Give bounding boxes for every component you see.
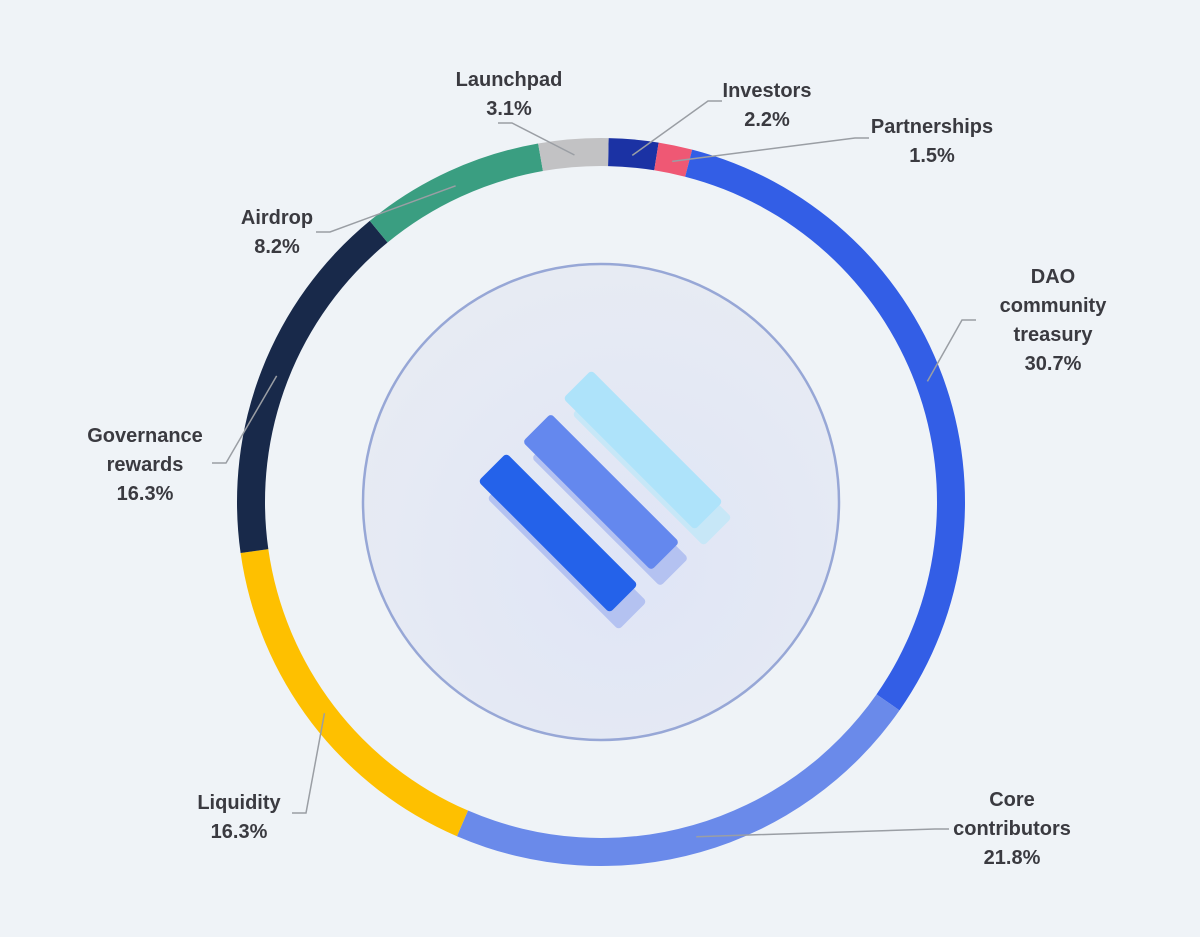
- label-line: contributors: [953, 818, 1071, 840]
- logo-bar-dark: [479, 454, 637, 612]
- slice-airdrop: [369, 143, 543, 243]
- label-line: Core: [989, 789, 1035, 811]
- slice-labels: Investors 2.2% Partnerships 1.5% DAO communit…: [87, 69, 1107, 869]
- label-line: Governance: [87, 425, 203, 447]
- leader-lines: [212, 100, 976, 838]
- label-line: Launchpad: [456, 69, 563, 91]
- label-percent: 16.3%: [117, 483, 174, 505]
- label-percent: 2.2%: [744, 109, 790, 131]
- label-percent: 3.1%: [486, 98, 532, 120]
- label-percent: 16.3%: [211, 821, 268, 843]
- label-line: rewards: [107, 454, 184, 476]
- label-partnerships: Partnerships 1.5%: [871, 116, 993, 167]
- label-airdrop: Airdrop 8.2%: [241, 207, 313, 258]
- leader-line-core-contributors: [696, 828, 949, 838]
- label-line: Liquidity: [197, 792, 281, 814]
- logo-bar-mid: [524, 415, 678, 569]
- label-line: Partnerships: [871, 116, 993, 138]
- label-line: Investors: [723, 80, 812, 102]
- logo-bar-light: [564, 371, 722, 529]
- label-percent: 1.5%: [909, 145, 955, 167]
- leader-line-airdrop: [316, 185, 456, 233]
- slice-liquidity: [240, 549, 469, 837]
- label-line: DAO: [1031, 266, 1075, 288]
- label-investors: Investors 2.2%: [723, 80, 812, 131]
- leader-line-governance-rewards: [212, 375, 278, 464]
- slice-governance-rewards: [237, 220, 388, 554]
- label-liquidity: Liquidity 16.3%: [197, 792, 281, 843]
- label-line: community: [1000, 295, 1108, 317]
- slice-core-contributors: [456, 694, 900, 866]
- slice-dao-community-treasury: [685, 149, 965, 711]
- label-percent: 21.8%: [984, 847, 1041, 869]
- three-diagonal-bars-logo: [479, 371, 731, 629]
- label-percent: 30.7%: [1025, 353, 1082, 375]
- label-governance-rewards: Governance rewards 16.3%: [87, 425, 203, 505]
- label-launchpad: Launchpad 3.1%: [456, 69, 563, 120]
- label-line: treasury: [1014, 324, 1094, 346]
- leader-line-liquidity: [292, 713, 326, 814]
- slice-partnerships: [654, 142, 693, 177]
- donut-ring: [237, 138, 965, 866]
- leader-line-investors: [631, 100, 722, 157]
- label-core-contributors: Core contributors 21.8%: [953, 789, 1071, 869]
- label-line: Airdrop: [241, 207, 313, 229]
- leader-line-launchpad: [498, 122, 575, 156]
- leader-line-partnerships: [672, 137, 869, 163]
- label-percent: 8.2%: [254, 236, 300, 258]
- leader-line-dao-community-treasury: [926, 319, 976, 382]
- label-dao-community-treasury: DAO community treasury 30.7%: [1000, 266, 1108, 375]
